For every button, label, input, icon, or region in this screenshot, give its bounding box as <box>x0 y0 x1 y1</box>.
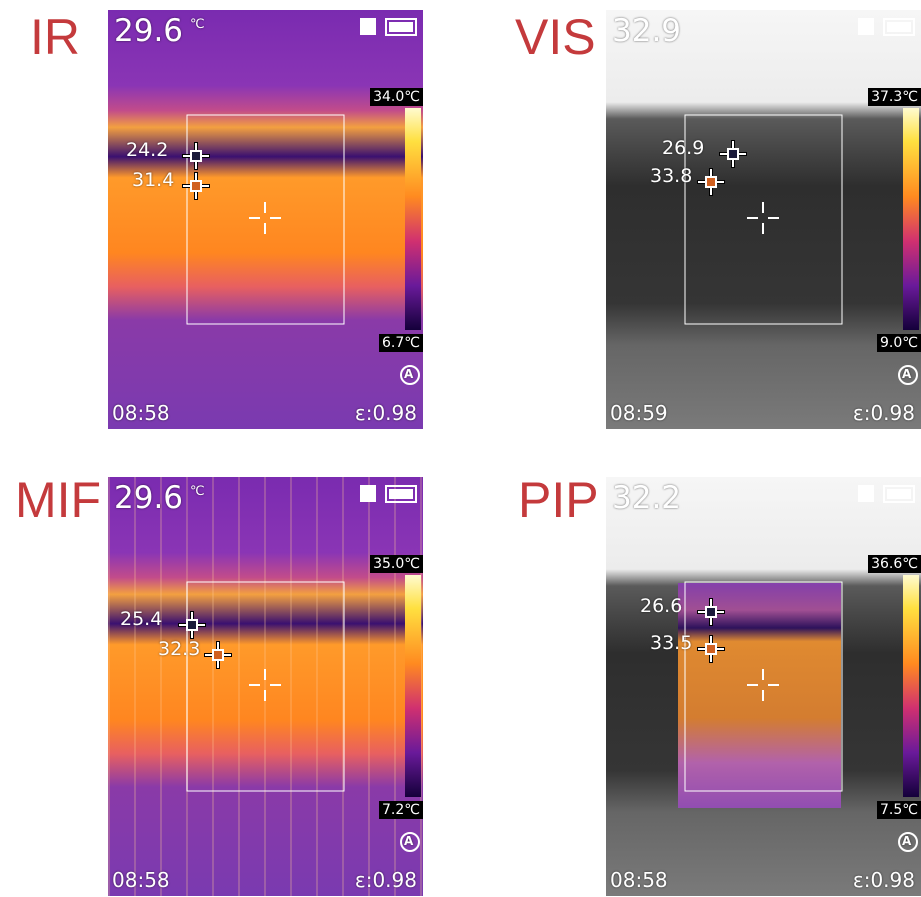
spot-square <box>190 150 202 162</box>
battery-level <box>887 22 911 32</box>
mode-label: IR <box>30 9 80 65</box>
scale-min: 7.5℃ <box>877 801 921 819</box>
emissivity: ε:0.98 <box>354 401 417 425</box>
auto-ring <box>898 832 918 852</box>
spot-temp: 32.3 <box>158 638 201 660</box>
time: 08:58 <box>112 868 170 892</box>
thermal-overlay <box>678 583 841 808</box>
scale-min: 6.7℃ <box>379 334 423 352</box>
scale-max: 34.0℃ <box>370 88 423 106</box>
scale-max: 36.6℃ <box>868 555 921 573</box>
spot-square <box>190 180 202 192</box>
center-cross <box>747 202 779 234</box>
overlay <box>182 18 421 385</box>
battery-level <box>887 489 911 499</box>
spot-square <box>705 176 717 188</box>
spot-temp: 31.4 <box>132 169 175 191</box>
time: 08:58 <box>112 401 170 425</box>
palette-bar <box>405 575 421 797</box>
emissivity: ε:0.98 <box>852 868 915 892</box>
spot-square <box>705 643 717 655</box>
camera-view: 29.6 ℃ 35.0℃ 7.2℃ A 25.4 32.3 08:58 ε:0.98 <box>108 477 423 896</box>
auto-mode: A <box>902 834 912 848</box>
sd-icon <box>858 485 874 502</box>
spot-square <box>212 649 224 661</box>
sd-icon <box>360 485 376 502</box>
center-cross <box>747 669 779 701</box>
measure-box <box>684 581 843 792</box>
auto-mode: A <box>902 367 912 381</box>
auto-mode: A <box>404 367 414 381</box>
spot-square <box>705 606 717 618</box>
spot-temp: 33.8 <box>650 165 693 187</box>
spot-square <box>186 619 198 631</box>
emissivity: ε:0.98 <box>852 401 915 425</box>
spot-temp: 33.5 <box>650 632 693 654</box>
camera-view: 32.9 37.3℃ 9.0℃ A 26.9 33.8 08:59 ε:0.98 <box>606 10 921 429</box>
palette-bar <box>903 575 919 797</box>
center-temp: 32.9 <box>612 13 682 49</box>
auto-ring <box>400 832 420 852</box>
scale-min: 7.2℃ <box>379 801 423 819</box>
palette-bar <box>405 108 421 330</box>
time: 08:59 <box>610 401 668 425</box>
center-cross <box>249 202 281 234</box>
overlay <box>684 485 919 852</box>
spot-temp: 26.9 <box>662 137 705 159</box>
center-temp: 29.6 <box>114 480 184 516</box>
battery-icon <box>385 485 417 503</box>
spot-temp: 25.4 <box>120 608 163 630</box>
temp-unit: ℃ <box>190 17 205 32</box>
spot-temp: 26.6 <box>640 595 683 617</box>
temp-unit: ℃ <box>190 484 205 499</box>
center-cross <box>249 669 281 701</box>
battery-icon <box>385 18 417 36</box>
measure-box <box>186 114 345 325</box>
overlay <box>684 18 919 385</box>
scale-max: 37.3℃ <box>868 88 921 106</box>
camera-view: 32.2 36.6℃ 7.5℃ A 26.6 33.5 08:58 ε:0.98 <box>606 477 921 896</box>
sd-icon <box>360 18 376 35</box>
mode-label: MIF <box>15 472 102 528</box>
scale-max: 35.0℃ <box>370 555 423 573</box>
measure-box <box>186 581 345 792</box>
mode-label: VIS <box>515 9 596 65</box>
emissivity: ε:0.98 <box>354 868 417 892</box>
measure-box <box>684 114 843 325</box>
center-temp: 29.6 <box>114 13 184 49</box>
spot-temp: 24.2 <box>126 139 169 161</box>
battery-icon <box>883 18 915 36</box>
sd-icon <box>858 18 874 35</box>
auto-ring <box>400 365 420 385</box>
palette-bar <box>903 108 919 330</box>
overlay <box>178 485 421 852</box>
battery-icon <box>883 485 915 503</box>
auto-mode: A <box>404 834 414 848</box>
mode-label: PIP <box>518 472 599 528</box>
battery-level <box>389 22 413 32</box>
auto-ring <box>898 365 918 385</box>
camera-view: 29.6 ℃ 34.0℃ 6.7℃ A 24.2 31.4 08:58 ε:0.98 <box>108 10 423 429</box>
scale-min: 9.0℃ <box>877 334 921 352</box>
time: 08:58 <box>610 868 668 892</box>
battery-level <box>389 489 413 499</box>
center-temp: 32.2 <box>612 480 682 516</box>
spot-square <box>727 148 739 160</box>
